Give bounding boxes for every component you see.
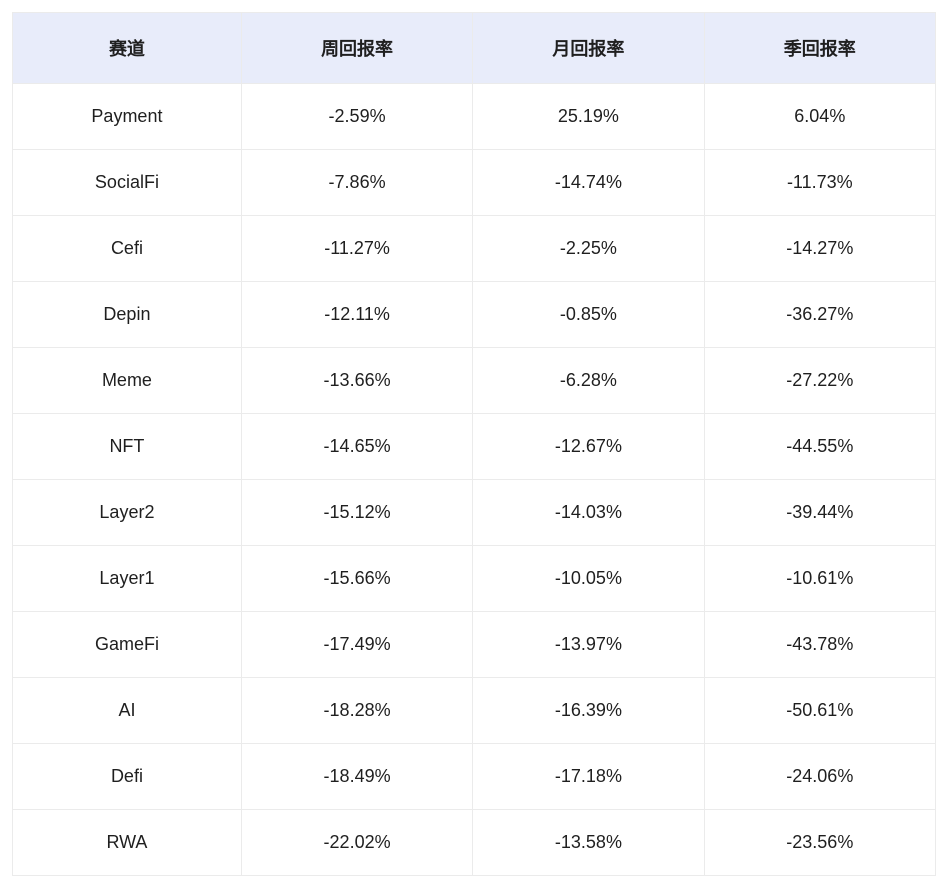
cell-weekly: -2.59% <box>241 84 472 150</box>
col-header-monthly: 月回报率 <box>473 13 704 84</box>
table-row: SocialFi -7.86% -14.74% -11.73% <box>13 150 936 216</box>
cell-monthly: 25.19% <box>473 84 704 150</box>
cell-weekly: -17.49% <box>241 612 472 678</box>
col-header-track: 赛道 <box>13 13 242 84</box>
cell-monthly: -2.25% <box>473 216 704 282</box>
cell-quarterly: -39.44% <box>704 480 935 546</box>
cell-weekly: -11.27% <box>241 216 472 282</box>
cell-track: Meme <box>13 348 242 414</box>
cell-track: Layer2 <box>13 480 242 546</box>
cell-quarterly: -23.56% <box>704 810 935 876</box>
table-row: GameFi -17.49% -13.97% -43.78% <box>13 612 936 678</box>
cell-quarterly: -10.61% <box>704 546 935 612</box>
cell-track: GameFi <box>13 612 242 678</box>
cell-quarterly: -24.06% <box>704 744 935 810</box>
cell-weekly: -15.66% <box>241 546 472 612</box>
cell-weekly: -12.11% <box>241 282 472 348</box>
cell-quarterly: -27.22% <box>704 348 935 414</box>
cell-track: SocialFi <box>13 150 242 216</box>
cell-quarterly: 6.04% <box>704 84 935 150</box>
table-row: Cefi -11.27% -2.25% -14.27% <box>13 216 936 282</box>
cell-track: AI <box>13 678 242 744</box>
cell-weekly: -18.49% <box>241 744 472 810</box>
cell-monthly: -0.85% <box>473 282 704 348</box>
cell-quarterly: -11.73% <box>704 150 935 216</box>
cell-monthly: -6.28% <box>473 348 704 414</box>
cell-track: Payment <box>13 84 242 150</box>
cell-monthly: -13.58% <box>473 810 704 876</box>
cell-quarterly: -36.27% <box>704 282 935 348</box>
cell-monthly: -12.67% <box>473 414 704 480</box>
cell-weekly: -18.28% <box>241 678 472 744</box>
cell-track: Depin <box>13 282 242 348</box>
table-row: Payment -2.59% 25.19% 6.04% <box>13 84 936 150</box>
cell-weekly: -13.66% <box>241 348 472 414</box>
col-header-weekly: 周回报率 <box>241 13 472 84</box>
cell-quarterly: -43.78% <box>704 612 935 678</box>
cell-monthly: -14.03% <box>473 480 704 546</box>
table-row: Layer2 -15.12% -14.03% -39.44% <box>13 480 936 546</box>
table-row: Meme -13.66% -6.28% -27.22% <box>13 348 936 414</box>
cell-track: Layer1 <box>13 546 242 612</box>
cell-weekly: -14.65% <box>241 414 472 480</box>
col-header-quarterly: 季回报率 <box>704 13 935 84</box>
cell-monthly: -10.05% <box>473 546 704 612</box>
table-row: RWA -22.02% -13.58% -23.56% <box>13 810 936 876</box>
returns-table: 赛道 周回报率 月回报率 季回报率 Payment -2.59% 25.19% … <box>12 12 936 876</box>
cell-monthly: -16.39% <box>473 678 704 744</box>
cell-quarterly: -50.61% <box>704 678 935 744</box>
cell-quarterly: -14.27% <box>704 216 935 282</box>
cell-track: Defi <box>13 744 242 810</box>
cell-weekly: -7.86% <box>241 150 472 216</box>
cell-monthly: -17.18% <box>473 744 704 810</box>
cell-quarterly: -44.55% <box>704 414 935 480</box>
table-row: Defi -18.49% -17.18% -24.06% <box>13 744 936 810</box>
cell-track: NFT <box>13 414 242 480</box>
table-row: NFT -14.65% -12.67% -44.55% <box>13 414 936 480</box>
cell-monthly: -13.97% <box>473 612 704 678</box>
cell-weekly: -22.02% <box>241 810 472 876</box>
cell-monthly: -14.74% <box>473 150 704 216</box>
table-row: Layer1 -15.66% -10.05% -10.61% <box>13 546 936 612</box>
table-row: AI -18.28% -16.39% -50.61% <box>13 678 936 744</box>
cell-track: Cefi <box>13 216 242 282</box>
table-row: Depin -12.11% -0.85% -36.27% <box>13 282 936 348</box>
cell-track: RWA <box>13 810 242 876</box>
cell-weekly: -15.12% <box>241 480 472 546</box>
table-header-row: 赛道 周回报率 月回报率 季回报率 <box>13 13 936 84</box>
